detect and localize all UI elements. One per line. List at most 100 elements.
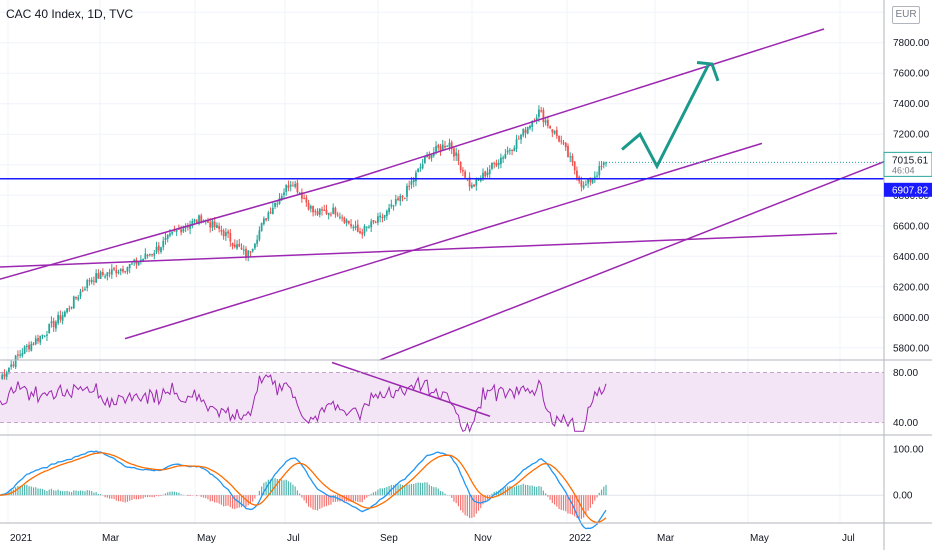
candle-down [573,161,576,171]
candle-up [86,280,89,288]
candle-down [3,374,6,377]
candle-down [52,320,55,328]
candle-up [128,263,131,268]
candle-down [372,220,375,223]
candle-up [30,343,33,351]
currency-button[interactable]: EUR [892,6,920,24]
candle-up [95,273,98,283]
candle-up [46,334,48,336]
candle-up [435,146,437,152]
candle-up [582,185,585,188]
candle-up [164,237,167,240]
support-price-label: 6907.82 [892,185,929,196]
candle-down [146,254,149,256]
candle-up [175,230,178,232]
candle-down [439,146,442,151]
channel-lower-line [124,142,763,340]
candle-up [260,223,263,232]
candle-up [298,192,301,194]
candle-up [10,364,13,367]
candle-down [186,226,189,228]
candle-up [529,125,531,129]
candle-up [338,216,341,218]
candle-down [296,182,299,193]
candle-up [34,338,37,345]
candle-down [428,155,431,160]
candle-down [213,221,216,228]
candle-down [397,198,399,201]
macd-tick-label: 0.00 [893,491,913,502]
projection-arrow [621,64,710,170]
candle-up [394,199,397,205]
candle-down [571,155,574,163]
countdown-label: 46:04 [892,165,915,175]
candle-up [553,130,556,134]
candle-up [441,144,444,151]
candle-up [283,192,285,196]
candle-up [383,215,386,218]
candle-down [343,217,346,223]
candle-down [549,125,551,129]
candle-down [551,129,554,133]
candle-down [113,267,115,270]
candle-up [57,314,60,324]
candle-up [55,321,57,329]
candle-up [370,221,373,228]
candle-up [368,226,370,228]
horizontal-trend-line [0,232,838,268]
candle-down [459,162,462,171]
candle-down [576,170,578,178]
candle-up [198,215,200,224]
candle-up [538,109,540,117]
candle-up [399,196,402,201]
candle-up [79,291,82,297]
candle-up [63,311,66,317]
candle-down [108,272,111,274]
candle-up [419,167,422,169]
candle-down [233,244,236,248]
candle-up [294,183,297,187]
candle-up [155,246,158,253]
candle-up [430,154,433,159]
candle-down [151,254,153,256]
candle-up [184,227,187,229]
candle-down [517,138,520,140]
candle-up [598,166,601,176]
candle-up [508,149,511,151]
candle-up [153,252,156,256]
candle-up [535,117,538,121]
candle-down [403,197,406,199]
candle-up [455,152,458,156]
candle-down [303,197,306,199]
candle-down [93,280,95,282]
time-tick-label: Jul [287,533,300,544]
candle-up [271,207,274,215]
candle-down [495,163,498,166]
candle-up [513,147,516,152]
candle-up [61,315,64,321]
macd-tick-label: 100.00 [893,444,924,455]
candle-down [493,162,496,164]
candle-down [457,153,460,162]
candle-up [544,120,547,123]
candle-up [1,375,4,380]
signal-line [0,452,607,524]
candle-up [166,234,169,239]
candle-up [497,162,500,166]
candle-up [211,220,214,228]
channel-upper-2021 [0,179,351,280]
candle-up [596,175,598,177]
candle-down [361,232,364,235]
candle-down [314,210,317,212]
candle-down [401,195,404,198]
candle-up [280,196,283,199]
candle-up [502,157,505,159]
candle-down [347,220,350,224]
candle-down [555,130,558,137]
candle-down [381,216,384,219]
candle-up [131,263,133,265]
candle-up [90,279,93,283]
candle-down [450,142,453,150]
